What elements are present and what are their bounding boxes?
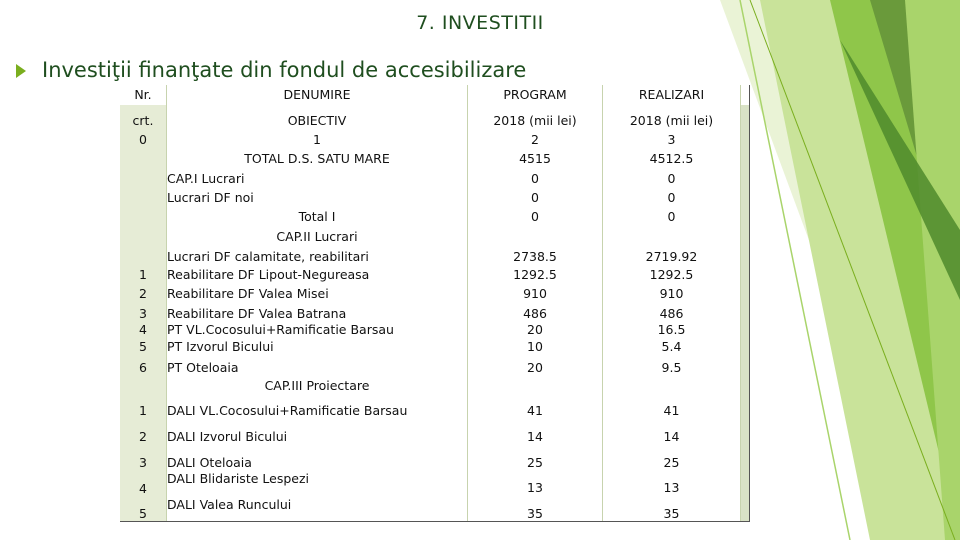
- table-border: [120, 521, 750, 522]
- row-denumire: TOTAL D.S. SATU MARE: [244, 151, 390, 166]
- row-realizari: 0: [667, 171, 676, 186]
- row-nr: 3: [139, 306, 147, 321]
- row-denumire: PT Izvorul Bicului: [167, 339, 274, 354]
- row-realizari: 2018 (mii lei): [629, 113, 714, 128]
- row-nr: 5: [139, 339, 147, 354]
- row-program: 2: [531, 132, 539, 147]
- row-denumire: Lucrari DF calamitate, reabilitari: [167, 249, 369, 264]
- row-program: 1292.5: [513, 267, 557, 282]
- bullet-arrow-icon: [16, 64, 26, 78]
- row-denumire: Lucrari DF noi: [167, 190, 254, 205]
- row-program: 0: [531, 209, 539, 224]
- row-nr: 5: [139, 506, 147, 521]
- row-realizari: 486: [659, 306, 684, 321]
- row-realizari: 0: [667, 209, 676, 224]
- row-nr: 1: [139, 403, 147, 418]
- row-denumire: CAP.I Lucrari: [167, 171, 245, 186]
- row-nr: 4: [139, 481, 147, 496]
- row-nr: 1: [139, 267, 147, 282]
- row-realizari: 5.4: [661, 339, 682, 354]
- row-program: 41: [527, 403, 543, 418]
- row-program: 10: [527, 339, 543, 354]
- row-realizari: 910: [659, 286, 684, 301]
- row-denumire: Reabilitare DF Lipout-Negureasa: [167, 267, 370, 282]
- grid-line: [602, 85, 603, 522]
- row-denumire: DALI Blidariste Lespezi: [167, 471, 309, 486]
- row-program: 486: [523, 306, 547, 321]
- row-denumire: Total I: [298, 209, 336, 224]
- row-denumire: 1: [313, 132, 321, 147]
- row-program: 2018 (mii lei): [493, 113, 577, 128]
- row-realizari: 0: [667, 190, 676, 205]
- table-header-bg: [120, 85, 750, 105]
- row-nr: crt.: [132, 113, 154, 128]
- row-denumire: DALI VL.Cocosului+Ramificatie Barsau: [167, 403, 408, 418]
- row-program: 0: [531, 190, 539, 205]
- row-program: 35: [527, 506, 543, 521]
- grid-line: [467, 85, 468, 522]
- row-program: 910: [523, 286, 547, 301]
- row-program: 2738.5: [513, 249, 557, 264]
- row-realizari: 25: [663, 455, 680, 470]
- header-realizari: REALIZARI: [638, 87, 705, 102]
- section-heading-text: Investiţii finanţate din fondul de acces…: [42, 58, 527, 82]
- table-border: [749, 85, 750, 522]
- row-program: 25: [527, 455, 543, 470]
- row-program: 0: [531, 171, 539, 186]
- decorative-green-shapes: [720, 0, 960, 540]
- row-denumire: CAP.II Lucrari: [276, 229, 358, 244]
- row-realizari: 4512.5: [649, 151, 694, 166]
- row-realizari: 3: [667, 132, 676, 147]
- row-denumire: OBIECTIV: [287, 113, 347, 128]
- row-program: 14: [527, 429, 543, 444]
- row-realizari: 14: [663, 429, 680, 444]
- grid-line: [740, 85, 741, 522]
- row-denumire: PT Oteloaia: [167, 360, 239, 375]
- row-denumire: DALI Izvorul Bicului: [167, 429, 288, 444]
- row-program: 20: [527, 360, 543, 375]
- table-values-column-bg: [468, 105, 740, 522]
- row-nr: 6: [139, 360, 147, 375]
- row-denumire: DALI Oteloaia: [167, 455, 252, 470]
- row-denumire: DALI Valea Runcului: [167, 497, 292, 512]
- row-denumire: Reabilitare DF Valea Batrana: [167, 306, 347, 321]
- row-realizari: 41: [663, 403, 680, 418]
- table-denumire-column-bg: [167, 105, 467, 522]
- row-realizari: 35: [663, 506, 680, 521]
- row-nr: 4: [139, 322, 147, 337]
- row-nr: 3: [139, 455, 147, 470]
- header-nr: Nr.: [134, 87, 152, 102]
- section-heading: Investiţii finanţate din fondul de acces…: [16, 58, 526, 82]
- row-denumire: PT VL.Cocosului+Ramificatie Barsau: [167, 322, 394, 337]
- row-realizari: 16.5: [657, 322, 686, 337]
- row-realizari: 2719.92: [645, 249, 698, 264]
- row-realizari: 1292.5: [649, 267, 694, 282]
- header-program: PROGRAM: [503, 87, 567, 102]
- row-nr: 2: [139, 286, 147, 301]
- row-denumire: CAP.III Proiectare: [264, 378, 370, 393]
- row-nr: 0: [139, 132, 147, 147]
- header-denumire: DENUMIRE: [283, 87, 351, 102]
- row-denumire: Reabilitare DF Valea Misei: [167, 286, 329, 301]
- row-realizari: 9.5: [661, 360, 682, 375]
- row-program: 20: [527, 322, 543, 337]
- row-program: 13: [527, 480, 543, 495]
- row-realizari: 13: [663, 480, 680, 495]
- page-title: 7. INVESTITII: [416, 12, 544, 34]
- row-program: 4515: [519, 151, 551, 166]
- investment-table: Nr. DENUMIRE PROGRAM REALIZARI crt. OBIE…: [120, 85, 750, 522]
- row-nr: 2: [139, 429, 147, 444]
- grid-line: [166, 85, 167, 522]
- table-nr-column-bg: [120, 85, 166, 522]
